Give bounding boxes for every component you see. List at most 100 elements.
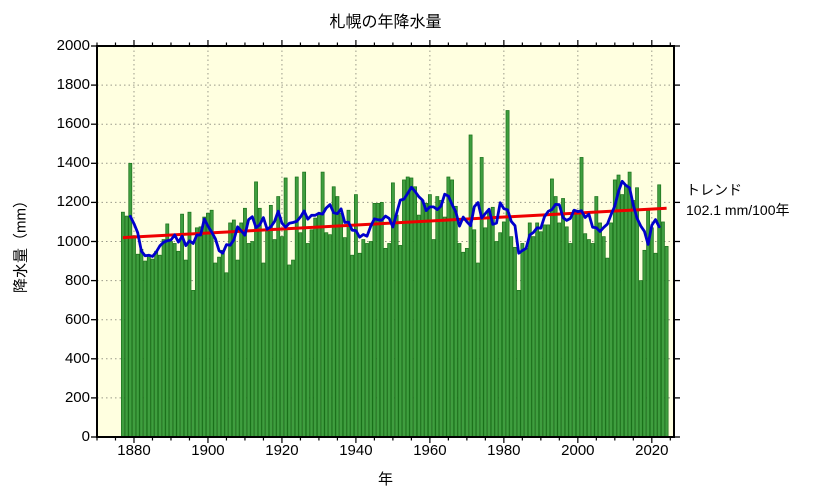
bar-1953 (402, 179, 406, 438)
bar-1912 (250, 241, 255, 438)
bar-1996 (561, 198, 565, 438)
bar-2001 (579, 157, 584, 438)
y-tick-label: 2000 (56, 37, 90, 54)
bar-1963 (439, 200, 443, 438)
bar-1965 (446, 176, 451, 438)
bar-1968 (457, 243, 462, 438)
bar-1946 (376, 203, 381, 438)
bar-1983 (513, 247, 517, 438)
bar-1964 (442, 216, 447, 438)
bar-1941 (357, 252, 362, 438)
bar-1956 (413, 186, 417, 438)
bar-1881 (135, 253, 140, 438)
x-tick-label: 1980 (487, 442, 521, 459)
bar-1972 (472, 229, 477, 438)
bar-1985 (520, 243, 525, 438)
bar-1962 (435, 196, 440, 438)
bar-1939 (350, 254, 355, 438)
bar-1930 (317, 212, 321, 438)
bar-1920 (280, 236, 284, 438)
bar-1894 (183, 259, 188, 438)
bar-1915 (261, 262, 266, 438)
y-tick-label: 1000 (56, 232, 90, 250)
bar-1919 (276, 196, 281, 438)
bar-2013 (624, 184, 628, 438)
bar-1928 (309, 229, 314, 438)
bar-1887 (157, 254, 162, 438)
x-tick-label: 2020 (635, 442, 669, 459)
bar-1910 (243, 207, 247, 438)
trend-annotation: トレンド 102.1 mm/100年 (686, 180, 790, 220)
bar-1987 (527, 222, 532, 438)
bar-1938 (346, 209, 351, 438)
bar-1900 (206, 212, 210, 438)
y-tick-label: 1200 (56, 193, 90, 211)
bar-1907 (231, 219, 236, 438)
trend-annotation-line2: 102.1 mm/100年 (686, 202, 790, 218)
y-tick-label: 1400 (56, 154, 90, 172)
bar-1902 (213, 262, 218, 438)
bar-1879 (128, 162, 133, 438)
bar-1943 (365, 243, 369, 438)
bar-1942 (361, 239, 366, 438)
bar-1948 (383, 247, 388, 438)
bar-1978 (494, 241, 499, 438)
bar-1952 (398, 245, 403, 438)
bar-2017 (638, 280, 643, 438)
bar-1913 (254, 181, 258, 438)
bar-1886 (154, 250, 159, 438)
y-tick-label: 200 (64, 388, 90, 406)
x-tick-label: 1940 (339, 442, 373, 459)
y-tick-label: 600 (64, 310, 90, 328)
bar-1890 (169, 241, 173, 438)
bar-1929 (313, 217, 318, 438)
bar-1959 (424, 203, 429, 438)
bar-2002 (583, 233, 588, 438)
bar-1988 (531, 236, 536, 438)
bar-1975 (483, 227, 488, 438)
bar-1899 (202, 216, 207, 438)
bar-2010 (612, 179, 617, 438)
bar-1994 (553, 196, 558, 438)
bar-1927 (305, 243, 310, 438)
bar-1934 (331, 186, 336, 438)
bar-1997 (564, 226, 569, 438)
bar-1904 (220, 249, 225, 438)
bar-1947 (379, 202, 384, 438)
bar-1973 (476, 262, 480, 438)
bar-1992 (546, 224, 551, 438)
bar-2009 (609, 222, 614, 438)
y-tick-label: 0 (81, 428, 90, 445)
bar-1980 (501, 221, 506, 438)
y-tick-label: 800 (64, 271, 90, 289)
chart-title: 札幌の年降水量 (329, 14, 442, 31)
bar-1905 (224, 272, 229, 438)
bar-1924 (294, 176, 299, 438)
bar-1982 (509, 236, 514, 438)
bar-1981 (505, 110, 510, 438)
bar-1883 (143, 260, 147, 438)
bar-1882 (139, 248, 144, 438)
bar-1917 (268, 204, 273, 438)
bar-2008 (605, 257, 610, 438)
bar-1999 (572, 209, 577, 438)
bar-1916 (265, 229, 270, 438)
bar-1935 (335, 196, 340, 438)
trend-annotation-line1: トレンド (686, 182, 742, 198)
bar-1949 (387, 243, 392, 438)
bar-1993 (550, 178, 554, 438)
bar-1961 (431, 239, 436, 438)
bar-1903 (217, 256, 221, 438)
x-tick-label: 1960 (413, 442, 447, 459)
bar-1914 (257, 207, 262, 438)
bar-1908 (235, 259, 240, 438)
smoothed-line (128, 179, 661, 258)
bar-1901 (209, 209, 214, 438)
bar-1909 (239, 222, 244, 438)
bar-1986 (524, 247, 528, 438)
bar-1896 (191, 290, 196, 438)
bar-2005 (594, 196, 599, 438)
bar-1971 (468, 134, 473, 438)
bar-2020 (649, 227, 654, 438)
